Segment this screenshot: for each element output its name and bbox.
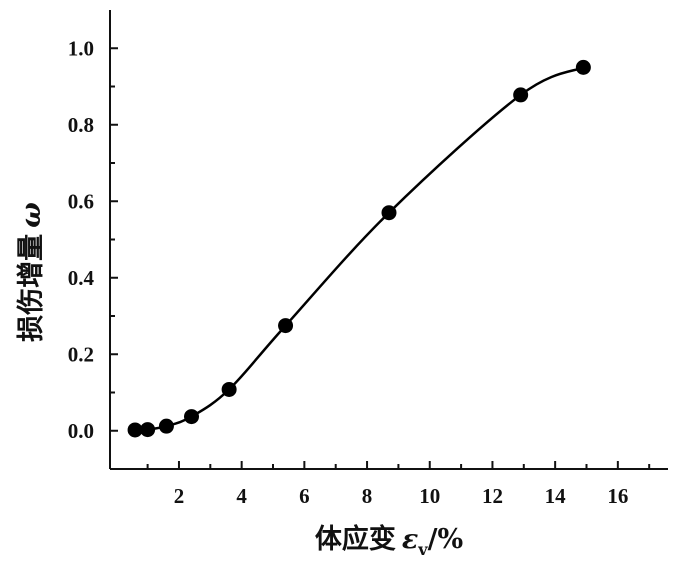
data-point (127, 422, 143, 438)
x-axis-label: 体应变 (315, 523, 396, 555)
data-point (221, 381, 237, 397)
x-tick-label: 8 (362, 484, 373, 508)
x-ticks: 2 4 6 8 10 12 14 16 (146, 461, 651, 508)
x-axis-title: 体应变 εv/% (315, 523, 463, 559)
x-tick-label: 6 (299, 484, 310, 508)
data-point (381, 205, 397, 221)
data-point (513, 87, 529, 103)
x-axis: 2 4 6 8 10 12 14 16 (110, 461, 668, 508)
data-point (184, 409, 200, 425)
x-tick-label: 14 (545, 484, 567, 508)
data-point (158, 418, 174, 434)
x-tick-label: 4 (236, 484, 247, 508)
x-tick-label: 16 (607, 484, 628, 508)
y-tick-label: 0.2 (68, 342, 94, 366)
y-tick-label: 0.0 (68, 419, 94, 443)
y-axis: 0.0 0.2 0.4 0.6 0.8 1.0 (68, 10, 118, 470)
y-tick-label: 0.4 (68, 266, 95, 290)
x-axis-subscript: v (417, 540, 428, 559)
y-tick-label: 0.8 (68, 113, 94, 137)
x-axis-unit: /% (428, 524, 464, 555)
y-ticks: 0.0 0.2 0.4 0.6 0.8 1.0 (68, 36, 118, 470)
x-tick-label: 12 (482, 484, 503, 508)
x-tick-label: 10 (419, 484, 440, 508)
y-axis-symbol: ω (16, 202, 47, 228)
fitted-curve (147, 66, 584, 431)
y-axis-title: 损伤增量 ω (15, 202, 47, 342)
data-point (575, 59, 591, 75)
data-point (278, 318, 294, 334)
data-points (127, 59, 591, 438)
x-tick-label: 2 (174, 484, 185, 508)
y-tick-label: 1.0 (68, 36, 94, 60)
x-axis-symbol: ε (402, 524, 418, 555)
y-tick-label: 0.6 (68, 189, 94, 213)
y-axis-label: 损伤增量 (15, 234, 47, 342)
data-point (140, 422, 156, 438)
